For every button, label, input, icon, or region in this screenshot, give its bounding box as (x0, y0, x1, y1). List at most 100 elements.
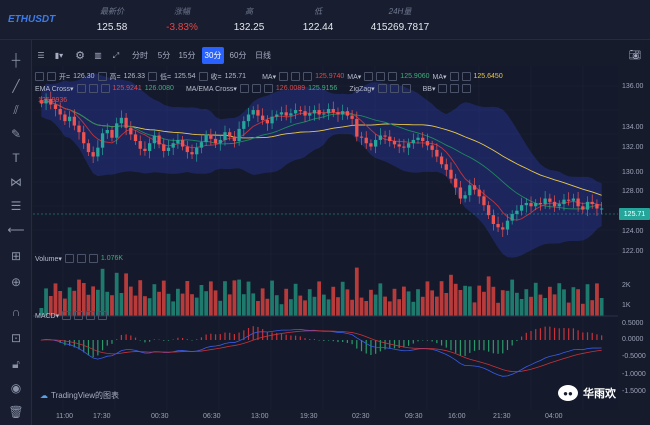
macd-hist-bar (97, 340, 99, 356)
bb-label[interactable]: BB▾ (422, 85, 436, 93)
macd-hist-bar (596, 334, 598, 340)
volume-bar (463, 285, 467, 316)
candle (463, 191, 467, 203)
stat-high: 高 132.25 (204, 6, 294, 33)
candle (505, 214, 510, 236)
volume-bar (143, 296, 147, 316)
ma2-label[interactable]: MA▾ (347, 73, 362, 81)
interval-15m[interactable]: 15分 (178, 51, 196, 60)
macd-label[interactable]: MACD▾ (35, 312, 60, 320)
candle-body (581, 206, 585, 210)
trash-icon[interactable]: 🗑︎ (8, 405, 24, 419)
macd-hist-bar (539, 328, 542, 340)
interval-1[interactable]: 分时 (132, 51, 148, 60)
toggle-icon[interactable] (47, 72, 56, 81)
macd-hist-bar (116, 339, 118, 340)
lock-icon[interactable]: 🔓︎ (12, 356, 20, 371)
volume-bar (237, 279, 241, 316)
crosshair-icon[interactable]: ┼ (11, 53, 21, 67)
ma1-label[interactable]: MA▾ (262, 73, 277, 81)
macd-hist-bar (200, 337, 203, 340)
macd-hist-bar (337, 340, 339, 343)
macd-hist-bar (318, 340, 320, 341)
time-axis[interactable]: 11:00 17:30 00:30 06:30 13:00 19:30 02:3… (33, 410, 618, 425)
lock-draw-icon[interactable]: ⊡ (10, 331, 22, 345)
candle (552, 195, 557, 212)
candle-body (378, 135, 383, 140)
macd-hist-bar (568, 328, 570, 340)
candle-body (317, 110, 321, 115)
candle-body (105, 129, 109, 134)
interval-30m-active[interactable]: 30分 (202, 47, 224, 64)
candle (190, 144, 194, 160)
stat-value: 132.25 (233, 22, 265, 33)
chart-type-icon[interactable]: ▮▾ (54, 51, 64, 60)
arrow-back-icon[interactable]: ⟵ (7, 223, 25, 237)
toggle-icon[interactable] (97, 72, 107, 81)
symbol-name[interactable]: ETHUSDT (8, 14, 56, 25)
stat-label: 最新价 (100, 7, 124, 16)
text-icon[interactable]: T (12, 151, 20, 165)
macd-hist-bar (262, 329, 264, 340)
candle (100, 128, 105, 156)
cloud-icon: ☁ (40, 391, 48, 400)
volume-bar (519, 299, 524, 316)
settings-gear-icon[interactable]: ⚙ (75, 50, 85, 62)
macd-hist-bar (516, 340, 518, 342)
price-axis[interactable]: 136.00 134.00 132.00 130.00 128.00 124.0… (618, 66, 650, 410)
candle (416, 133, 420, 144)
candle (162, 138, 166, 158)
macd-hist-bar (285, 334, 287, 340)
candle-body (58, 108, 62, 115)
ma3-label[interactable]: MA▾ (432, 73, 447, 81)
candle (82, 125, 86, 149)
volume-bar (562, 289, 566, 316)
ema-cross-label[interactable]: EMA Cross▾ (35, 85, 74, 93)
watermark: ●● 华雨欢 (558, 385, 616, 401)
interval-5m[interactable]: 5分 (157, 51, 171, 60)
volume-label[interactable]: Volume▾ (35, 255, 62, 263)
candle-body (157, 135, 161, 145)
price-chart[interactable] (33, 66, 618, 410)
tradingview-credit[interactable]: ☁ TradingView的图表 (40, 390, 119, 401)
candle-body (444, 164, 448, 170)
last-price-tag: 125.71 (619, 208, 650, 220)
volume-bar (274, 295, 279, 316)
candle-body (331, 108, 335, 113)
volume-bar (119, 293, 124, 316)
fib-icon[interactable]: ☰ (10, 199, 22, 213)
camera-icon[interactable]: 📷︎ (628, 50, 642, 61)
stat-value: 125.58 (96, 22, 128, 33)
eye-icon[interactable]: ◉ (10, 381, 22, 395)
toggle-icon[interactable] (148, 72, 158, 81)
macd-hist-bar (219, 334, 221, 340)
fullscreen-icon[interactable]: ⤢ (112, 50, 120, 60)
menu-icon[interactable]: ☰ (37, 51, 45, 60)
candle (350, 109, 354, 126)
volume-bar (204, 291, 209, 316)
volume-bar (538, 294, 543, 316)
trend-line-icon[interactable]: ╱ (12, 79, 20, 93)
macd-hist-bar (577, 330, 579, 340)
candle-body (53, 104, 58, 109)
pattern-icon[interactable]: ⋈ (10, 175, 22, 189)
maema-cross-label[interactable]: MA/EMA Cross▾ (185, 85, 237, 93)
interval-60m[interactable]: 60分 (229, 51, 247, 60)
zigzag-label[interactable]: ZigZag▾ (349, 85, 375, 93)
candle (157, 131, 161, 149)
volume-bar (48, 296, 53, 316)
toggle-icon[interactable] (198, 72, 208, 81)
candle-body (312, 110, 317, 114)
volume-bar (467, 286, 472, 316)
channel-icon[interactable]: ⫽ (13, 102, 19, 117)
toggle-icon[interactable] (35, 72, 44, 81)
macd-hist-bar (229, 332, 231, 340)
magnet-icon[interactable]: ∩ (11, 305, 21, 319)
interval-day[interactable]: 日线 (255, 51, 271, 60)
ruler-icon[interactable]: ⊞ (10, 249, 22, 263)
macd-hist-bar (40, 340, 42, 341)
zoom-icon[interactable]: ⊕ (10, 275, 22, 289)
time-tick: 16:00 (448, 413, 466, 420)
brush-icon[interactable]: ✎ (10, 127, 22, 141)
indicators-icon[interactable]: ▥ (94, 51, 102, 60)
